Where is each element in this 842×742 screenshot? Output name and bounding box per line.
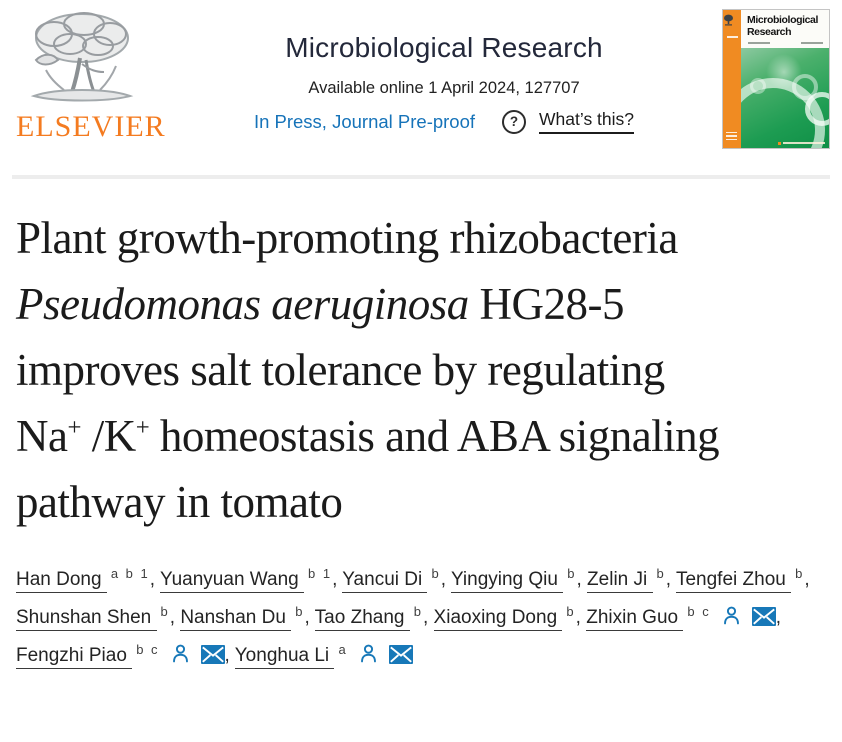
author-affiliation-marks: b 1: [308, 565, 333, 581]
author-separator: ,: [149, 569, 160, 590]
cover-orange-strip: [723, 10, 741, 148]
article-section: Plant growth-promoting rhizobacteria Pse…: [0, 179, 842, 675]
journal-cover-thumbnail[interactable]: Microbiological Research: [722, 9, 830, 149]
author-separator: ,: [575, 607, 587, 628]
cover-meta-lines: [748, 41, 823, 44]
author-name-link[interactable]: Zelin Ji: [587, 569, 653, 593]
microbe-cell-ring: [792, 73, 819, 100]
author-affiliation-marks: b: [295, 603, 305, 619]
author-separator: ,: [440, 569, 451, 590]
elsevier-tree-icon: [30, 12, 134, 102]
whats-this-link[interactable]: What’s this?: [539, 109, 635, 134]
in-press-link[interactable]: In Press, Journal Pre-proof: [253, 110, 476, 132]
availability-text: Available online 1 April 2024, 127707: [308, 79, 580, 97]
article-title-segment: homeostasis and ABA signaling pathway in…: [16, 411, 720, 527]
author-separator: ,: [422, 607, 434, 628]
cover-strip-text-line: [726, 36, 738, 38]
cover-artwork-microbes: [741, 47, 829, 148]
author-name-link[interactable]: Han Dong: [16, 569, 107, 593]
author-profile-icon[interactable]: [721, 605, 742, 626]
author-email-icon[interactable]: [388, 645, 413, 664]
cover-footer-text-line: [783, 142, 825, 144]
author-separator: ,: [775, 607, 781, 628]
author-affiliation-marks: b: [160, 603, 170, 619]
author-affiliation-marks: a b 1: [110, 565, 150, 581]
author-affiliation-marks: b c: [136, 641, 160, 657]
author-affiliation-marks: b: [431, 565, 441, 581]
author-affiliation-marks: b: [656, 565, 666, 581]
author-affiliation-marks: b c: [687, 603, 711, 619]
cover-mini-tree-icon: [724, 14, 733, 26]
cover-main: Microbiological Research: [741, 10, 829, 148]
author-name-link[interactable]: Fengzhi Piao: [16, 645, 133, 669]
author-name-link[interactable]: Nanshan Du: [180, 607, 292, 631]
author-affiliation-marks: b: [795, 565, 805, 581]
article-title-segment: +: [67, 414, 81, 441]
author-name-link[interactable]: Shunshan Shen: [16, 607, 157, 631]
elsevier-logo[interactable]: ELSEVIER: [14, 8, 166, 144]
cover-footer-dot: [778, 141, 781, 145]
header-divider: [12, 175, 830, 179]
author-separator: ,: [804, 569, 810, 590]
author-affiliation-marks: a: [338, 641, 348, 657]
author-profile-icon[interactable]: [358, 643, 379, 664]
author-affiliation-marks: b: [413, 603, 423, 619]
article-title-segment: Plant growth-promoting rhizobacteria: [16, 213, 678, 263]
author-name-link[interactable]: Yancui Di: [342, 569, 428, 593]
author-email-icon[interactable]: [751, 607, 776, 626]
article-title-segment: Pseudomonas aeruginosa: [16, 279, 469, 329]
author-separator: ,: [576, 569, 588, 590]
article-title-segment: /K: [80, 411, 136, 461]
author-separator: ,: [332, 569, 343, 590]
author-affiliation-marks: b: [566, 603, 576, 619]
journal-info: Microbiological Research Available onlin…: [166, 8, 722, 134]
article-title-segment: HG28-5 improves salt tolerance by regula…: [16, 279, 665, 461]
article-title: Plant growth-promoting rhizobacteria Pse…: [16, 205, 761, 535]
author-name-link[interactable]: Yingying Qiu: [450, 569, 564, 593]
author-name-link[interactable]: Xiaoxing Dong: [433, 607, 563, 631]
author-separator: ,: [169, 607, 181, 628]
status-row: In Press, Journal Pre-proof ? What’s thi…: [166, 109, 722, 134]
article-title-segment: +: [135, 414, 150, 441]
author-list: Han Dong a b 1, Yuanyuan Wang b 1, Yancu…: [16, 561, 826, 675]
author-email-icon[interactable]: [200, 645, 225, 664]
author-name-link[interactable]: Yuanyuan Wang: [159, 569, 304, 593]
author-name-link[interactable]: Zhixin Guo: [586, 607, 684, 631]
author-affiliation-marks: b: [567, 565, 577, 581]
author-name-link[interactable]: Yonghua Li: [234, 645, 335, 669]
cover-header: Microbiological Research: [741, 10, 829, 48]
page-header: ELSEVIER Microbiological Research Availa…: [0, 0, 842, 149]
author-name-link[interactable]: Tao Zhang: [314, 607, 410, 631]
microbe-cell-ring: [805, 91, 829, 126]
cover-journal-title: Microbiological Research: [747, 14, 819, 39]
author-separator: ,: [224, 645, 235, 666]
question-mark-circle-icon[interactable]: ?: [502, 109, 527, 134]
cover-strip-footer-lines: [726, 130, 737, 140]
microbe-cell-ring: [749, 77, 766, 94]
elsevier-wordmark: ELSEVIER: [16, 110, 166, 143]
author-separator: ,: [665, 569, 676, 590]
author-name-link[interactable]: Tengfei Zhou: [675, 569, 792, 593]
journal-title-link[interactable]: Microbiological Research: [285, 32, 603, 63]
author-separator: ,: [304, 607, 315, 628]
author-profile-icon[interactable]: [170, 643, 191, 664]
